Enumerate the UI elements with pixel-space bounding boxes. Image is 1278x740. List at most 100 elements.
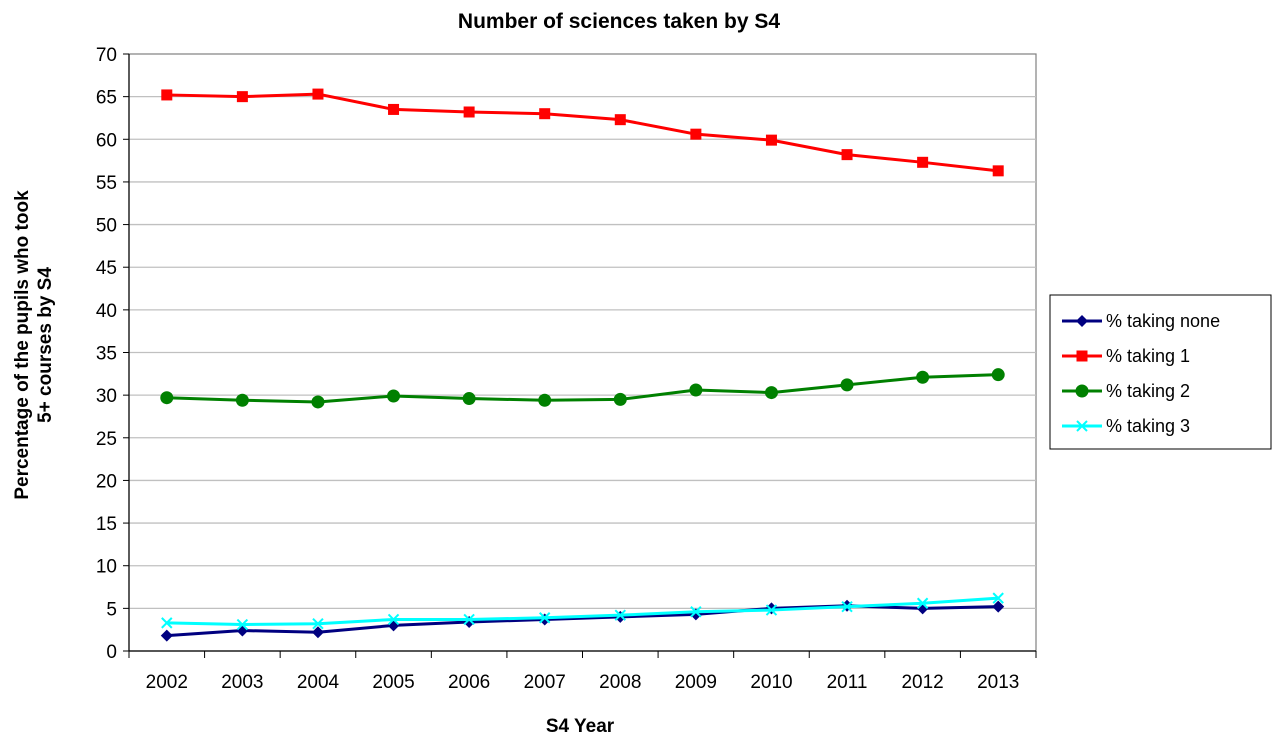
chart-title: Number of sciences taken by S4 bbox=[458, 10, 780, 33]
data-point bbox=[236, 91, 248, 103]
y-tick-label: 55 bbox=[96, 173, 117, 194]
grid bbox=[129, 95, 1036, 610]
legend-item: % taking none bbox=[1062, 311, 1220, 331]
x-axis-title: S4 Year bbox=[546, 716, 615, 737]
x-tick-label: 2006 bbox=[448, 672, 490, 693]
data-point bbox=[614, 609, 626, 621]
data-point bbox=[764, 386, 778, 400]
data-point bbox=[161, 89, 173, 101]
data-point bbox=[992, 600, 1005, 613]
legend-item: % taking 3 bbox=[1062, 416, 1190, 436]
x-tick-label: 2007 bbox=[524, 672, 566, 693]
y-tick-label: 20 bbox=[96, 471, 117, 492]
data-point bbox=[991, 368, 1005, 382]
data-point bbox=[312, 618, 324, 630]
x-tick-label: 2011 bbox=[827, 672, 868, 693]
x-tick-label: 2005 bbox=[372, 672, 414, 693]
data-point bbox=[841, 600, 853, 613]
y-tick-label: 30 bbox=[96, 386, 117, 407]
x-tick-label: 2003 bbox=[221, 672, 263, 693]
data-point bbox=[538, 393, 552, 407]
series-line bbox=[166, 604, 999, 638]
series-2 bbox=[160, 368, 1005, 409]
legend-label: % taking 2 bbox=[1106, 381, 1190, 401]
data-point bbox=[235, 393, 249, 407]
legend: % taking none % taking 1 % taking 2 % takin… bbox=[1049, 294, 1272, 450]
data-point bbox=[538, 613, 551, 626]
y-tick-label: 45 bbox=[96, 258, 117, 279]
data-point bbox=[614, 610, 627, 623]
y-tick-label: 65 bbox=[96, 88, 117, 109]
data-point bbox=[160, 629, 173, 642]
data-point bbox=[539, 612, 551, 624]
series-line bbox=[166, 596, 999, 627]
legend-items: % taking none % taking 1 % taking 2 % takin… bbox=[1062, 311, 1220, 436]
legend-swatch-marker bbox=[1076, 420, 1088, 432]
data-point bbox=[236, 624, 249, 637]
y-tick-label: 40 bbox=[96, 301, 117, 322]
data-point bbox=[992, 592, 1004, 604]
data-point bbox=[917, 156, 929, 168]
data-point bbox=[916, 370, 930, 384]
y-tick-label: 5 bbox=[106, 599, 117, 620]
data-point bbox=[387, 613, 400, 626]
data-point bbox=[841, 149, 853, 161]
legend-item: % taking 1 bbox=[1062, 346, 1190, 366]
legend-swatch-marker bbox=[1076, 315, 1088, 327]
data-point bbox=[765, 134, 777, 146]
data-point bbox=[613, 392, 627, 406]
data-point bbox=[463, 613, 475, 626]
series bbox=[160, 88, 1005, 642]
data-point bbox=[388, 103, 400, 115]
data-point bbox=[840, 378, 854, 392]
y-axis-title: Percentage of the pupils who took 5+ cou… bbox=[12, 190, 56, 500]
x-tick-label: 2010 bbox=[750, 672, 792, 693]
data-point bbox=[690, 128, 702, 140]
y-tick-label: 35 bbox=[96, 344, 117, 365]
data-point bbox=[765, 602, 778, 615]
x-tick-label: 2002 bbox=[146, 672, 188, 693]
data-point bbox=[539, 108, 551, 120]
x-tick-label: 2009 bbox=[675, 672, 717, 693]
y-axis-title-line-2: 5+ courses by S4 bbox=[35, 267, 56, 423]
data-point bbox=[311, 395, 325, 409]
legend-swatch-marker bbox=[1075, 384, 1089, 398]
data-point bbox=[614, 114, 626, 126]
y-axis: 0 5 10 15 20 25 30 35 40 45 50 55 60 65 70 bbox=[96, 45, 130, 663]
y-tick-label: 70 bbox=[96, 45, 117, 66]
legend-item: % taking 2 bbox=[1062, 381, 1190, 401]
y-tick-label: 15 bbox=[96, 514, 117, 535]
data-point bbox=[160, 391, 174, 405]
data-point bbox=[236, 618, 249, 631]
data-point bbox=[689, 608, 702, 621]
series-3 bbox=[161, 592, 1004, 631]
data-point bbox=[311, 626, 324, 639]
y-tick-label: 10 bbox=[96, 557, 117, 578]
data-point bbox=[689, 383, 703, 397]
data-point bbox=[462, 392, 476, 406]
legend-label: % taking 3 bbox=[1106, 416, 1190, 436]
y-tick-label: 60 bbox=[96, 130, 117, 151]
data-point bbox=[312, 88, 324, 100]
data-point bbox=[765, 604, 778, 616]
data-point bbox=[463, 106, 475, 118]
x-tick-label: 2013 bbox=[977, 672, 1019, 693]
y-tick-label: 50 bbox=[96, 216, 117, 237]
legend-label: % taking none bbox=[1106, 311, 1220, 331]
data-point bbox=[916, 597, 929, 609]
data-point bbox=[161, 617, 173, 629]
x-tick-label: 2004 bbox=[297, 672, 340, 693]
y-tick-label: 25 bbox=[96, 429, 117, 450]
y-tick-label: 0 bbox=[106, 642, 117, 663]
x-axis: 2002 2003 2004 2005 2006 2007 2008 2009 2010 2011… bbox=[128, 650, 1037, 693]
x-tick-label: 2012 bbox=[901, 672, 943, 693]
data-point bbox=[463, 616, 476, 629]
legend-swatch-marker bbox=[1076, 350, 1088, 362]
data-point bbox=[387, 619, 400, 632]
series-line bbox=[166, 92, 999, 173]
series-1 bbox=[161, 88, 1004, 177]
data-point bbox=[690, 606, 702, 618]
data-point bbox=[992, 165, 1004, 177]
